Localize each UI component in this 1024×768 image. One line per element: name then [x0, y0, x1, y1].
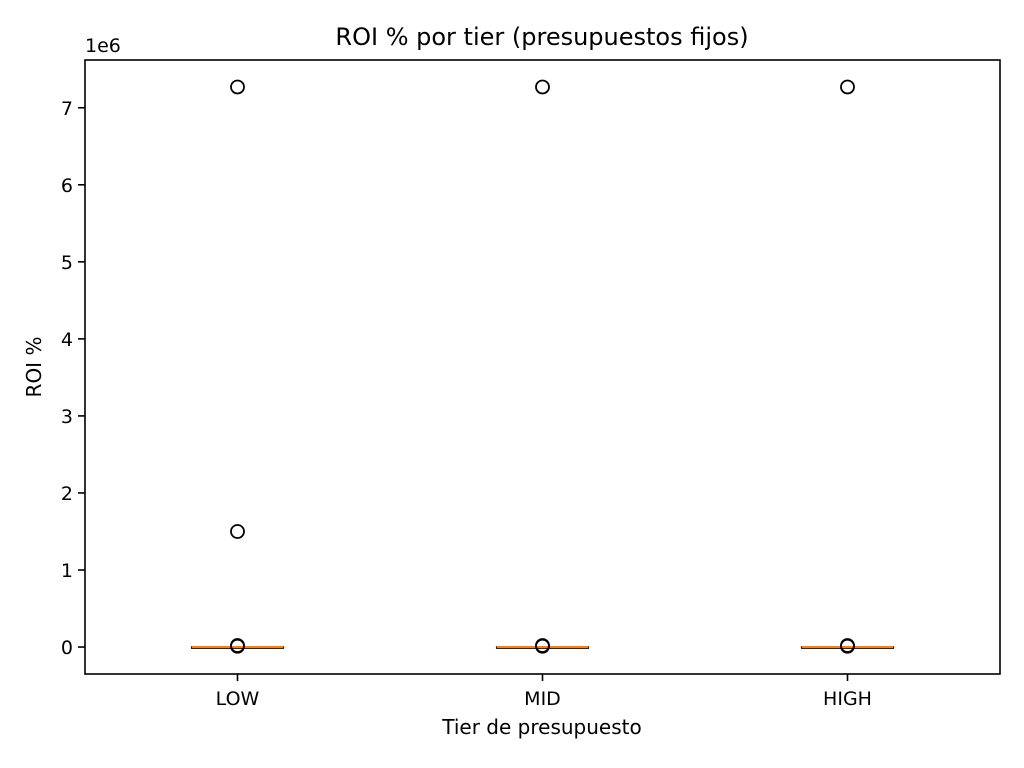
y-tick-label: 2 — [61, 483, 73, 505]
outlier-point — [230, 638, 245, 654]
box-plot-high — [800, 79, 895, 654]
y-axis-offset-label: 1e6 — [85, 35, 121, 57]
y-tick-label: 4 — [61, 329, 73, 351]
outlier-point — [535, 79, 550, 95]
y-tick-label: 7 — [61, 98, 73, 120]
chart-title: ROI % por tier (presupuestos fijos) — [335, 23, 748, 51]
box-plots — [190, 79, 895, 654]
x-tick-label: HIGH — [823, 688, 872, 710]
y-tick-label: 5 — [61, 252, 73, 274]
box-plot-low — [190, 79, 285, 654]
y-tick-label: 3 — [61, 406, 73, 428]
outlier-point — [230, 79, 245, 95]
plot-area — [84, 59, 1001, 675]
y-tick-label: 6 — [61, 175, 73, 197]
x-tick-label: MID — [524, 688, 561, 710]
x-tick-label: LOW — [216, 688, 260, 710]
x-axis: LOW MID HIGH — [216, 674, 872, 710]
y-tick-label: 0 — [61, 637, 73, 659]
x-axis-label: Tier de presupuesto — [441, 715, 641, 739]
y-axis: 0 1 2 3 4 5 6 7 — [61, 98, 85, 659]
box-plot-mid — [495, 79, 590, 654]
outlier-point — [840, 638, 855, 654]
y-tick-label: 1 — [61, 560, 73, 582]
outlier-point — [840, 79, 855, 95]
outlier-point — [230, 524, 245, 539]
y-axis-label: ROI % — [22, 337, 46, 398]
outlier-point — [535, 638, 550, 654]
